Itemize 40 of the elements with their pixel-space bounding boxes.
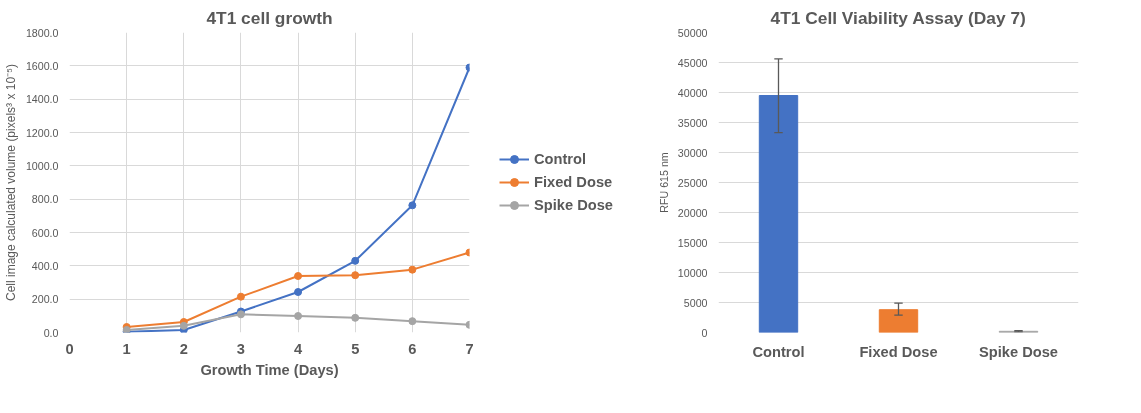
chart-title: 4T1 cell growth [206,7,333,28]
x-tick-label: Fixed Dose [859,343,938,360]
y-axis-title: RFU 615 nm [657,152,670,213]
y-tick-label: 1800.0 [25,26,59,39]
x-tick-label: 6 [408,340,417,357]
y-tick-label: 1200.0 [25,126,59,139]
y-tick-label: 40000 [677,86,708,99]
y-tick-label: 15000 [677,236,708,249]
x-tick-label: 0 [65,340,74,357]
y-tick-label: 20000 [677,206,708,219]
x-tick-label: Spike Dose [978,343,1059,360]
x-tick-label: 2 [179,340,188,357]
y-tick-label: 200.0 [31,293,59,306]
legend-label: Fixed Dose [534,174,613,190]
y-tick-label: 0 [701,326,708,339]
x-tick-label: Control [752,343,805,360]
y-tick-label: 1000.0 [25,159,59,172]
y-tick-label: 1400.0 [25,93,59,106]
y-tick-label: 600.0 [31,226,59,239]
y-tick-label: 1600.0 [25,59,59,72]
x-tick-label: 3 [236,340,246,357]
y-tick-label: 400.0 [31,259,59,272]
legend-label: Control [534,151,587,167]
x-tick-label: 7 [465,340,474,357]
y-tick-label: 5000 [683,296,708,309]
y-tick-label: 30000 [677,146,708,159]
y-tick-label: 35000 [677,116,708,129]
y-tick-label: 0.0 [43,326,59,339]
y-tick-label: 50000 [677,26,708,39]
x-axis-title: Growth Time (Days) [200,361,339,378]
y-tick-label: 45000 [677,56,708,69]
y-tick-label: 10000 [677,266,708,279]
y-tick-label: 800.0 [31,193,59,206]
legend-label: Spike Dose [534,197,614,213]
x-tick-label: 1 [122,340,131,357]
y-axis-title: Cell image calculated volume (pixels³ x 10⁻⁵) [3,63,18,302]
chart-title: 4T1 Cell Viability Assay (Day 7) [770,7,1026,28]
x-tick-label: 4 [294,340,303,357]
x-tick-label: 5 [351,340,360,357]
y-tick-label: 25000 [677,176,708,189]
